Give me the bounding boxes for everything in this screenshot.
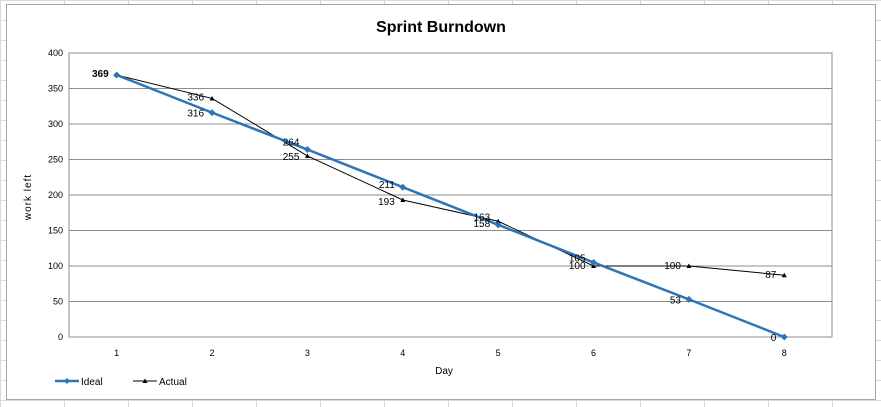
- burndown-chart: Sprint Burndown 050100150200250300350400…: [23, 19, 833, 388]
- chart-title: Sprint Burndown: [376, 19, 506, 36]
- data-label-actual: 163: [474, 212, 491, 223]
- actual-point: [495, 218, 501, 224]
- series-line-ideal: [116, 73, 785, 339]
- y-tick-label: 350: [48, 84, 63, 94]
- legend: Ideal Actual: [55, 377, 187, 388]
- legend-label-ideal: Ideal: [81, 377, 103, 388]
- legend-label-actual: Actual: [159, 377, 187, 388]
- x-tick-label: 3: [305, 348, 310, 358]
- data-label-ideal: 158: [474, 219, 491, 230]
- x-tick-label: 4: [400, 348, 405, 358]
- ideal-point: [494, 221, 502, 229]
- data-label-ideal: 264: [283, 138, 300, 149]
- ideal-point: [113, 71, 121, 79]
- data-label-ideal: 0: [771, 333, 777, 344]
- series-lines: [113, 71, 788, 341]
- y-tick-label: 250: [48, 155, 63, 165]
- data-label-actual: 255: [283, 152, 300, 163]
- actual-point: [209, 95, 215, 101]
- ideal-point: [208, 109, 216, 117]
- data-label-actual: 336: [187, 92, 204, 103]
- data-label-ideal: 369: [92, 69, 109, 80]
- plot-border: [68, 52, 833, 338]
- x-axis-title: Day: [435, 366, 453, 377]
- y-tick-label: 300: [48, 119, 63, 129]
- data-label-actual: 87: [765, 270, 777, 281]
- data-label-actual: 100: [569, 261, 586, 272]
- actual-point: [781, 272, 787, 278]
- x-tick-label: 8: [782, 348, 787, 358]
- y-tick-label: 150: [48, 226, 63, 236]
- series-line-actual: [116, 74, 785, 276]
- data-label-ideal: 105: [569, 253, 586, 264]
- ideal-point: [303, 146, 311, 154]
- y-tick-label: 100: [48, 261, 63, 271]
- data-label-ideal: 53: [670, 295, 682, 306]
- y-tick-label: 200: [48, 190, 63, 200]
- actual-point: [686, 263, 692, 268]
- x-tick-label: 1: [114, 348, 119, 358]
- data-labels: 369 316 264 211 158 105 53 0 336 255 193 163 100 100 8…: [92, 69, 777, 344]
- y-tick-label: 400: [48, 48, 63, 58]
- gridlines: [68, 52, 833, 338]
- x-tick-label: 2: [210, 348, 215, 358]
- data-label-ideal: 211: [379, 180, 395, 191]
- ideal-point: [780, 333, 788, 341]
- y-tick-label: 0: [58, 332, 63, 342]
- y-axis-title: work left: [23, 174, 34, 221]
- legend-marker-actual: [142, 378, 148, 383]
- x-tick-label: 7: [686, 348, 691, 358]
- data-label-actual: 193: [378, 197, 395, 208]
- actual-point: [400, 197, 406, 202]
- axis-ticks: 0 50 100 150 200 250 300 350 400 1 2 3 4 5 6 7 8: [48, 48, 787, 358]
- legend-marker-ideal: [64, 378, 70, 384]
- y-tick-label: 50: [53, 297, 63, 307]
- ideal-point: [590, 258, 598, 266]
- x-tick-label: 5: [496, 348, 501, 358]
- data-label-actual: 100: [664, 261, 681, 272]
- ideal-point: [685, 295, 693, 303]
- ideal-point: [399, 183, 407, 191]
- data-label-ideal: 316: [187, 109, 204, 120]
- chart-area[interactable]: Sprint Burndown 0 50 100 150 200 250 300 350 400…: [6, 4, 876, 400]
- x-tick-label: 6: [591, 348, 596, 358]
- actual-point: [304, 153, 310, 158]
